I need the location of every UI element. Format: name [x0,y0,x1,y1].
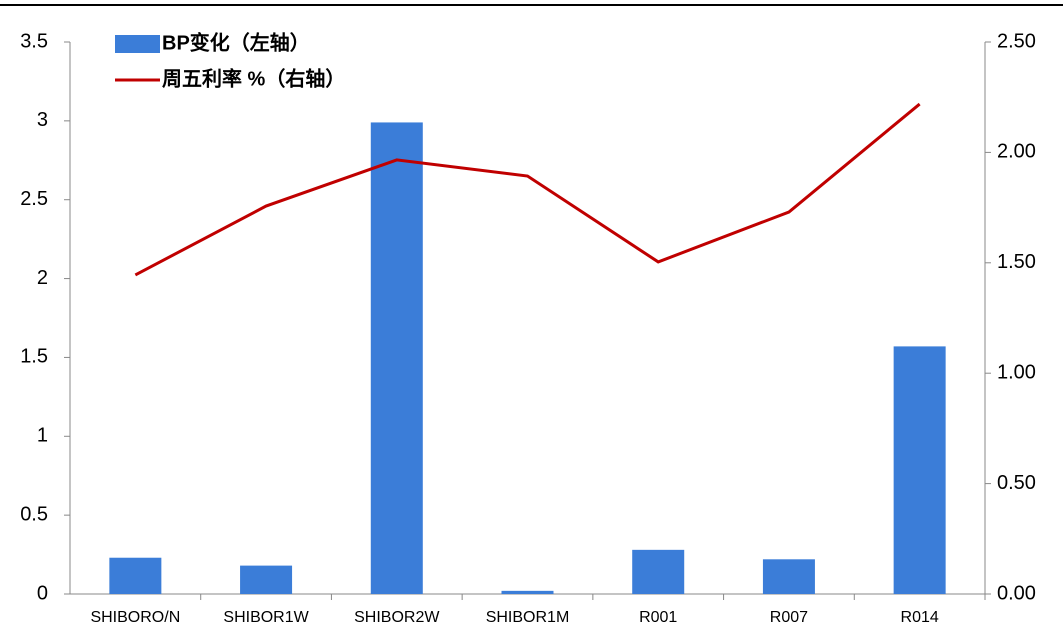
y-tick-label: 0 [37,582,48,604]
y2-tick-label: 2.50 [997,30,1036,52]
legend-label: BP变化（左轴） [162,30,310,54]
x-tick-label: SHIBOR2W [354,609,440,626]
y2-tick-label: 1.00 [997,361,1036,383]
legend-label: 周五利率 %（右轴） [162,66,345,90]
x-tick-label: SHIBOR1W [223,609,309,626]
line [134,102,921,277]
y-tick-label: 0.5 [20,503,48,525]
bar [893,346,946,594]
y-tick-label: 1.5 [20,346,48,368]
x-tick-label: SHIBORO/N [90,609,180,626]
bar [370,122,423,594]
bar [109,557,162,594]
legend-swatch [115,35,160,53]
y2-tick-label: 2.00 [997,141,1036,163]
bar [501,590,554,594]
x-tick-label: R001 [639,609,677,626]
x-tick-label: R007 [770,609,808,626]
bar [762,559,815,594]
y-tick-label: 3.5 [20,30,48,52]
y2-tick-label: 1.50 [997,251,1036,273]
x-tick-label: SHIBOR1M [486,609,570,626]
y2-tick-label: 0.50 [997,472,1036,494]
bar [240,565,293,594]
x-tick-label: R014 [901,609,939,626]
bar [632,549,685,594]
y-tick-label: 2.5 [20,188,48,210]
y2-tick-label: 0.00 [997,582,1036,604]
y-tick-label: 1 [37,425,48,447]
y-tick-label: 2 [37,267,48,289]
y-tick-label: 3 [37,109,48,131]
